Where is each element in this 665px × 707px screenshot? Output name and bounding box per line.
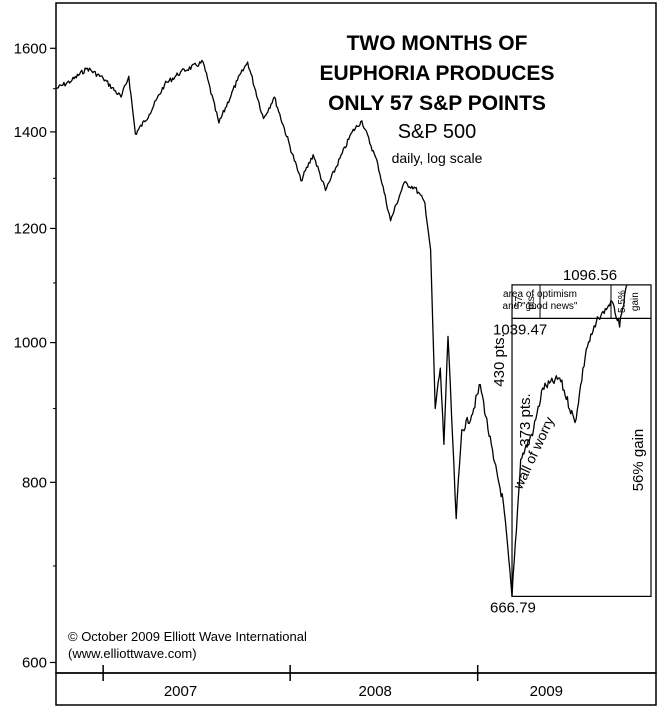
copyright-credit: © October 2009 Elliott Wave Internationa… bbox=[68, 629, 307, 644]
chart-title-line-1: TWO MONTHS OF bbox=[347, 32, 528, 55]
pts-57-label: 57 bbox=[514, 296, 525, 308]
x-axis: 2007 2008 2009 bbox=[102, 665, 563, 700]
chart-subtitle: S&P 500 bbox=[398, 121, 477, 143]
website-credit: (www.elliottwave.com) bbox=[68, 646, 197, 661]
date-strip bbox=[55, 672, 657, 706]
pts-373-label: 373 pts. bbox=[517, 393, 534, 446]
y-tick-label: 1200 bbox=[14, 220, 47, 237]
small-gain-pct-label: 5.5% bbox=[617, 290, 628, 313]
gain-56-label: 56% gain bbox=[630, 429, 647, 492]
y-tick-label: 800 bbox=[22, 474, 47, 491]
chart-scale-note: daily, log scale bbox=[392, 150, 483, 166]
chart-title-line-2: EUPHORIA PRODUCES bbox=[320, 62, 555, 85]
x-tick-label: 2008 bbox=[359, 683, 392, 700]
optimism-label-line-1: area of optimism bbox=[503, 289, 577, 300]
pts-430-label: 430 pts. bbox=[491, 333, 508, 386]
y-tick-label: 600 bbox=[22, 654, 47, 671]
small-gain-word-label: gain bbox=[630, 292, 641, 311]
x-tick-label: 2009 bbox=[530, 683, 563, 700]
pts-57-word-label: pts. bbox=[526, 294, 537, 310]
y-tick-label: 1600 bbox=[14, 40, 47, 57]
rally-box bbox=[511, 284, 652, 597]
chart-title-line-3: ONLY 57 S&P POINTS bbox=[328, 92, 546, 115]
x-tick-label: 2007 bbox=[164, 683, 197, 700]
base-value-label: 1039.47 bbox=[493, 321, 547, 338]
y-axis: 1600 1400 1200 1000 800 600 bbox=[14, 40, 56, 671]
y-tick-label: 1400 bbox=[14, 124, 47, 141]
low-value-label: 666.79 bbox=[490, 599, 536, 616]
sp500-price-line bbox=[55, 59, 628, 598]
peak-value-label: 1096.56 bbox=[563, 267, 617, 284]
optimism-label-line-2: and "good news" bbox=[503, 301, 578, 312]
y-tick-label: 1000 bbox=[14, 335, 47, 352]
